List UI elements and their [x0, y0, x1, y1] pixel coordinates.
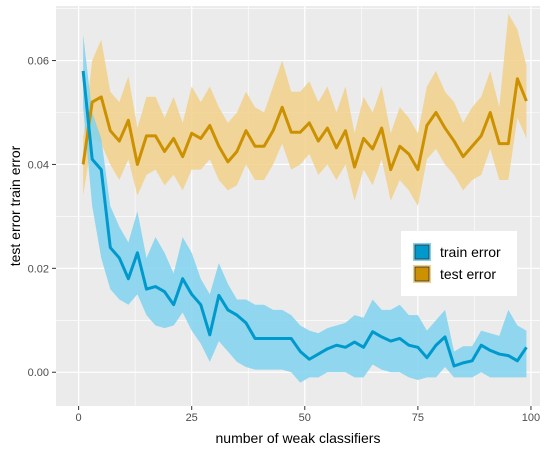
y-tick-label: 0.06	[28, 56, 49, 68]
y-axis-title: test error train error	[7, 145, 23, 266]
y-tick-label: 0.00	[28, 367, 49, 379]
legend-key-swatch	[415, 267, 429, 281]
legend-box	[401, 231, 517, 296]
legend-label: train error	[440, 244, 501, 260]
x-tick-label: 100	[522, 412, 540, 424]
x-tick-label: 0	[76, 412, 82, 424]
x-axis-title: number of weak classifiers	[216, 430, 381, 446]
x-tick-label: 25	[186, 412, 198, 424]
x-tick-label: 75	[412, 412, 424, 424]
x-tick-label: 50	[299, 412, 311, 424]
y-tick-label: 0.02	[28, 263, 49, 275]
y-tick-label: 0.04	[28, 159, 49, 171]
legend-key-swatch	[415, 245, 429, 259]
legend: train error test error	[401, 231, 517, 296]
legend-label: test error	[440, 266, 496, 282]
y-axis-ticks: 0.00 0.02 0.04 0.06	[28, 56, 56, 380]
x-axis-ticks: 0 25 50 75 100	[76, 406, 541, 424]
